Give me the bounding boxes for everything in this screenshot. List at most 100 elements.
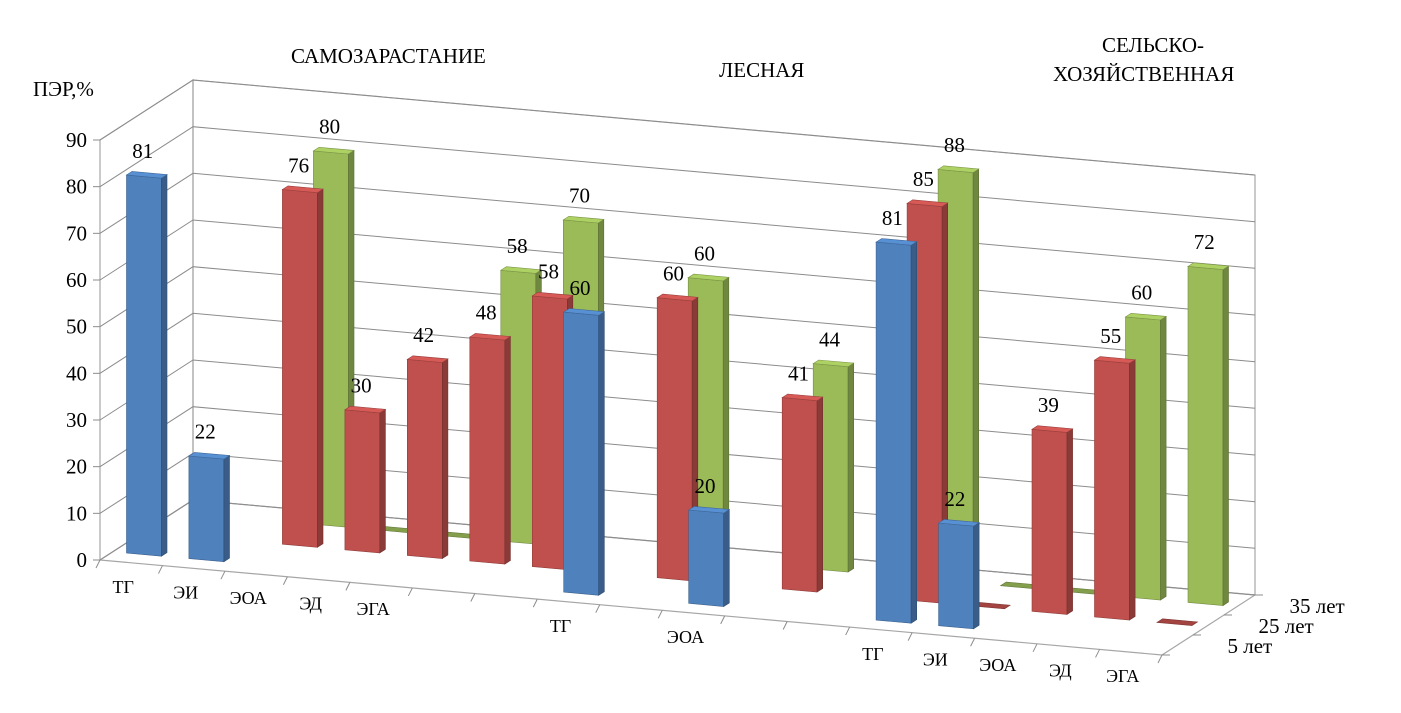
depth-category-label: 35 лет xyxy=(1290,594,1345,618)
bar xyxy=(344,405,387,554)
bar-side xyxy=(379,408,386,554)
data-label: 72 xyxy=(1194,230,1215,254)
x-tick-mark xyxy=(345,582,351,591)
bar-side xyxy=(1222,265,1229,607)
bar-front xyxy=(1031,428,1068,615)
bar-side xyxy=(1066,428,1073,615)
depth-category-label: 25 лет xyxy=(1259,614,1314,638)
bar-front xyxy=(875,241,912,624)
x-tick-mark xyxy=(282,576,288,585)
chart-bars xyxy=(125,146,1230,630)
x-category-label: ЭОА xyxy=(230,588,267,608)
bar-top xyxy=(312,146,355,155)
bar-side xyxy=(1129,359,1136,621)
bar-front xyxy=(282,189,318,548)
x-category-label: ТГ xyxy=(113,577,134,597)
bar xyxy=(937,519,980,630)
group-title-agricultural-line1: СЕЛЬСКО- xyxy=(1102,33,1204,57)
x-tick-mark xyxy=(845,626,851,636)
bar xyxy=(562,308,606,596)
x-category-label: ТГ xyxy=(550,616,571,636)
bar-top xyxy=(344,405,387,414)
x-tick-mark xyxy=(470,593,476,602)
y-tick-label-90: 90 xyxy=(66,128,87,152)
depth-category-label: 5 лет xyxy=(1228,634,1273,658)
bar xyxy=(687,506,731,608)
bar-top xyxy=(281,185,324,194)
gridline-90 xyxy=(99,79,1256,176)
bar-side xyxy=(1160,315,1167,601)
data-label: 81 xyxy=(882,206,903,230)
bar-side xyxy=(598,311,605,596)
bar-side xyxy=(504,335,511,565)
x-tick-mark xyxy=(532,598,538,608)
bar-side xyxy=(972,168,980,584)
x-tick-mark xyxy=(158,565,163,574)
bar-front xyxy=(469,336,506,565)
data-label: 39 xyxy=(1038,393,1059,417)
x-tick-mark xyxy=(782,621,788,630)
data-label: 20 xyxy=(694,474,715,498)
data-label: 58 xyxy=(507,234,528,258)
bar-side xyxy=(161,174,168,557)
bar-side xyxy=(816,396,824,593)
bar xyxy=(125,171,168,557)
bar-flat xyxy=(1156,618,1199,626)
bar-top xyxy=(499,266,543,274)
x-tick-mark xyxy=(1095,649,1100,658)
chart-labels: 80 58 70 60 44 88 60 72 76 30 42 48 58 60 41 85 39 55 81 22… xyxy=(132,115,1215,511)
bar-side xyxy=(723,508,730,608)
y-tick-label-20: 20 xyxy=(66,455,87,479)
bar-front xyxy=(781,397,818,593)
y-axis-label: ПЭР,% xyxy=(33,77,94,101)
data-label: 88 xyxy=(944,133,965,157)
y-tick-label-80: 80 xyxy=(66,175,87,199)
chart-axes: 0 10 20 30 40 50 60 70 80 90 ТГ ЭИ ЭОА ЭД ЭГА ТГ ЭОА ТГ ЭИ… xyxy=(66,128,1345,686)
data-label: 44 xyxy=(819,327,841,351)
data-label: 80 xyxy=(319,115,340,139)
bar xyxy=(1093,356,1136,621)
y-tick-label-70: 70 xyxy=(66,221,87,245)
x-category-label: ЭИ xyxy=(923,649,948,669)
bar-front xyxy=(188,455,225,563)
x-tick-mark xyxy=(720,615,726,625)
data-label: 70 xyxy=(569,184,590,208)
bar xyxy=(875,238,918,624)
bar xyxy=(1187,262,1230,607)
bar xyxy=(188,452,231,563)
y-tick-label-40: 40 xyxy=(66,361,87,385)
data-label: 22 xyxy=(944,487,965,511)
bar xyxy=(1156,618,1199,626)
bar-top xyxy=(468,333,512,341)
bar-front xyxy=(563,311,600,596)
data-label: 55 xyxy=(1100,324,1121,348)
bar-top xyxy=(531,291,574,300)
bar-top xyxy=(875,238,918,246)
x-category-label: ЭОА xyxy=(979,655,1016,675)
x-category-label: ЭД xyxy=(1049,661,1072,681)
bar-front xyxy=(688,509,725,607)
bar-front xyxy=(344,409,381,554)
data-label: 60 xyxy=(663,262,684,286)
y-tick-label-30: 30 xyxy=(66,408,87,432)
bar-side xyxy=(847,362,855,573)
x-tick-mark xyxy=(1157,654,1163,664)
x-category-label: ЭД xyxy=(299,594,322,614)
bar-top xyxy=(406,355,449,363)
x-tick-mark xyxy=(970,638,976,647)
y-tick-label-10: 10 xyxy=(66,501,87,525)
data-label: 60 xyxy=(694,242,715,266)
group-title-agricultural-line2: ХОЗЯЙСТВЕННАЯ xyxy=(1053,62,1234,86)
x-category-label: ЭОА xyxy=(667,627,704,647)
x-tick-mark xyxy=(595,604,601,613)
x-category-label: ТГ xyxy=(862,644,883,664)
group-title-forest: ЛЕСНАЯ xyxy=(719,58,804,82)
y-tick-label-60: 60 xyxy=(66,268,87,292)
data-label: 48 xyxy=(476,301,497,325)
bar-front xyxy=(1094,359,1130,621)
bar xyxy=(281,185,324,548)
bar-front xyxy=(531,295,568,571)
x-tick-mark xyxy=(220,570,226,580)
bar-top xyxy=(687,273,730,282)
